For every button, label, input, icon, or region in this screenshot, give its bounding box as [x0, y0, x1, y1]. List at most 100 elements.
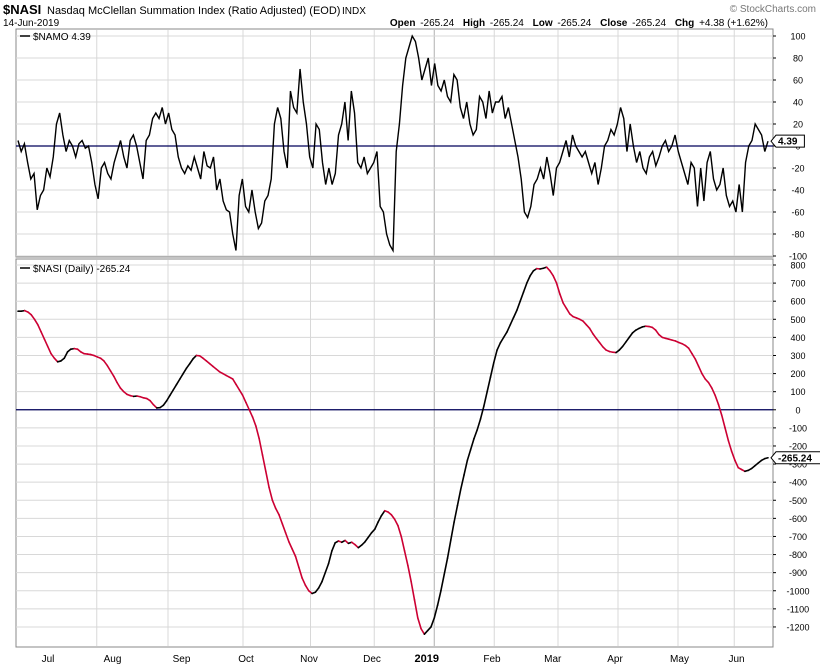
nasi-series-segment: [585, 323, 591, 330]
nasi-series-segment: [251, 416, 257, 427]
nasi-series-segment: [149, 399, 155, 406]
nasi-series-segment: [598, 341, 604, 348]
nasi-series-segment: [30, 313, 36, 321]
x-tick-label: Nov: [300, 654, 318, 665]
line-layer: [16, 34, 773, 635]
nasi-series-segment: [714, 394, 720, 406]
nasi-series-segment: [476, 418, 482, 431]
nasi-series-segment: [172, 383, 178, 391]
nasi-series-segment: [707, 381, 713, 389]
nasi-series-segment: [519, 291, 525, 303]
nasi-series-segment: [264, 470, 270, 489]
nasi-series-segment: [185, 362, 191, 369]
nasi-series-segment: [687, 347, 693, 355]
nasi-series-segment: [453, 504, 459, 523]
nasi-series-segment: [459, 474, 465, 491]
nasi-series-segment: [618, 345, 624, 351]
nasi-series-segment: [165, 394, 171, 402]
nasi-series-segment: [298, 566, 303, 579]
nasi-series-segment: [592, 332, 597, 340]
nasi-series-segment: [169, 389, 175, 397]
nasi-series-segment: [407, 564, 412, 583]
nasi-series-segment: [106, 364, 112, 372]
y-tick-label-namo: -20: [791, 164, 804, 174]
x-tick-label: 2019: [415, 653, 439, 665]
x-tick-label: Apr: [607, 654, 623, 665]
y-tick-label-nasi: -1000: [786, 586, 809, 596]
nasi-series-segment: [235, 383, 241, 391]
nasi-series-segment: [479, 405, 485, 420]
nasi-series-segment: [294, 555, 300, 569]
nasi-series-segment: [483, 390, 488, 407]
nasi-series-segment: [625, 336, 631, 343]
last-value-tag-box: [770, 134, 805, 148]
x-tick-label: Sep: [173, 654, 191, 665]
namo-legend: $NAMO 4.39: [20, 32, 91, 43]
y-tick-label-nasi: 300: [790, 351, 805, 361]
chg-label: Chg: [675, 18, 694, 29]
y-tick-label-nasi: -900: [789, 568, 807, 578]
namo-series-line: [17, 34, 769, 253]
nasi-series-segment: [304, 584, 310, 592]
nasi-series-segment: [763, 456, 769, 460]
nasi-series-segment: [314, 587, 320, 594]
nasi-series-segment: [496, 342, 502, 351]
nasi-series-segment: [502, 331, 508, 339]
nasi-series-segment: [469, 437, 475, 451]
header-exchange: INDX: [342, 6, 366, 17]
y-tick-label-nasi: 200: [790, 369, 805, 379]
nasi-series-segment: [416, 617, 422, 630]
x-tick-label: Jun: [728, 654, 744, 665]
nasi-series-segment: [321, 571, 327, 583]
last-value-tag-box: [770, 451, 820, 465]
low-label: Low: [533, 18, 553, 29]
nasi-series-segment: [588, 327, 594, 335]
nasi-series-segment: [109, 370, 115, 378]
tick-layer: -100-80-60-40-20020406080100-1200-1100-1…: [42, 32, 810, 666]
nasi-series-segment: [46, 345, 52, 355]
nasi-series-segment: [694, 358, 700, 368]
nasi-series-segment: [486, 376, 492, 393]
nasi-series-segment: [367, 532, 373, 539]
nasi-series-segment: [466, 448, 472, 462]
namo-legend-label: $NAMO 4.39: [33, 32, 91, 43]
y-tick-label-nasi: -400: [789, 478, 807, 488]
nasi-series-segment: [565, 307, 571, 315]
nasi-series-segment: [552, 275, 558, 284]
nasi-legend-label: $NASI (Daily) -265.24: [33, 264, 131, 275]
nasi-series-segment: [489, 361, 495, 379]
y-tick-label-nasi: -500: [789, 496, 807, 506]
nasi-series-segment: [288, 541, 294, 550]
nasi-series-segment: [331, 541, 336, 552]
nasi-series-segment: [403, 550, 409, 567]
nasi-series-segment: [456, 488, 462, 507]
x-tick-label: Oct: [238, 654, 254, 665]
nasi-series-segment: [440, 573, 446, 592]
nasi-series-segment: [40, 331, 46, 341]
nasi-series-segment: [50, 352, 56, 360]
nasi-series-segment: [43, 338, 49, 348]
nasi-series-segment: [393, 518, 399, 527]
y-tick-label-nasi: -700: [789, 532, 807, 542]
y-tick-label-namo: -80: [791, 230, 804, 240]
nasi-series-segment: [545, 266, 551, 272]
nasi-series-segment: [179, 372, 184, 380]
nasi-series-segment: [370, 528, 376, 534]
nasi-series-segment: [258, 437, 264, 456]
header-date: 14-Jun-2019: [3, 18, 60, 29]
y-tick-label-nasi: 400: [790, 333, 805, 343]
nasi-series-segment: [499, 336, 505, 344]
y-tick-label-nasi: 0: [795, 405, 800, 415]
y-tick-label-nasi: 700: [790, 279, 805, 289]
nasi-series-segment: [241, 394, 247, 404]
nasi-series-segment: [529, 269, 535, 277]
nasi-series-segment: [443, 557, 449, 576]
nasi-series-segment: [284, 532, 290, 543]
nasi-series-segment: [400, 535, 406, 552]
nasi-legend: $NASI (Daily) -265.24: [20, 264, 131, 275]
tag-layer: 4.39 -265.24: [770, 134, 820, 465]
y-tick-label-nasi: -600: [789, 514, 807, 524]
y-tick-label-namo: 40: [793, 98, 803, 108]
nasi-series-segment: [473, 428, 479, 440]
header-description: Nasdaq McClellan Summation Index (Ratio …: [47, 5, 340, 17]
